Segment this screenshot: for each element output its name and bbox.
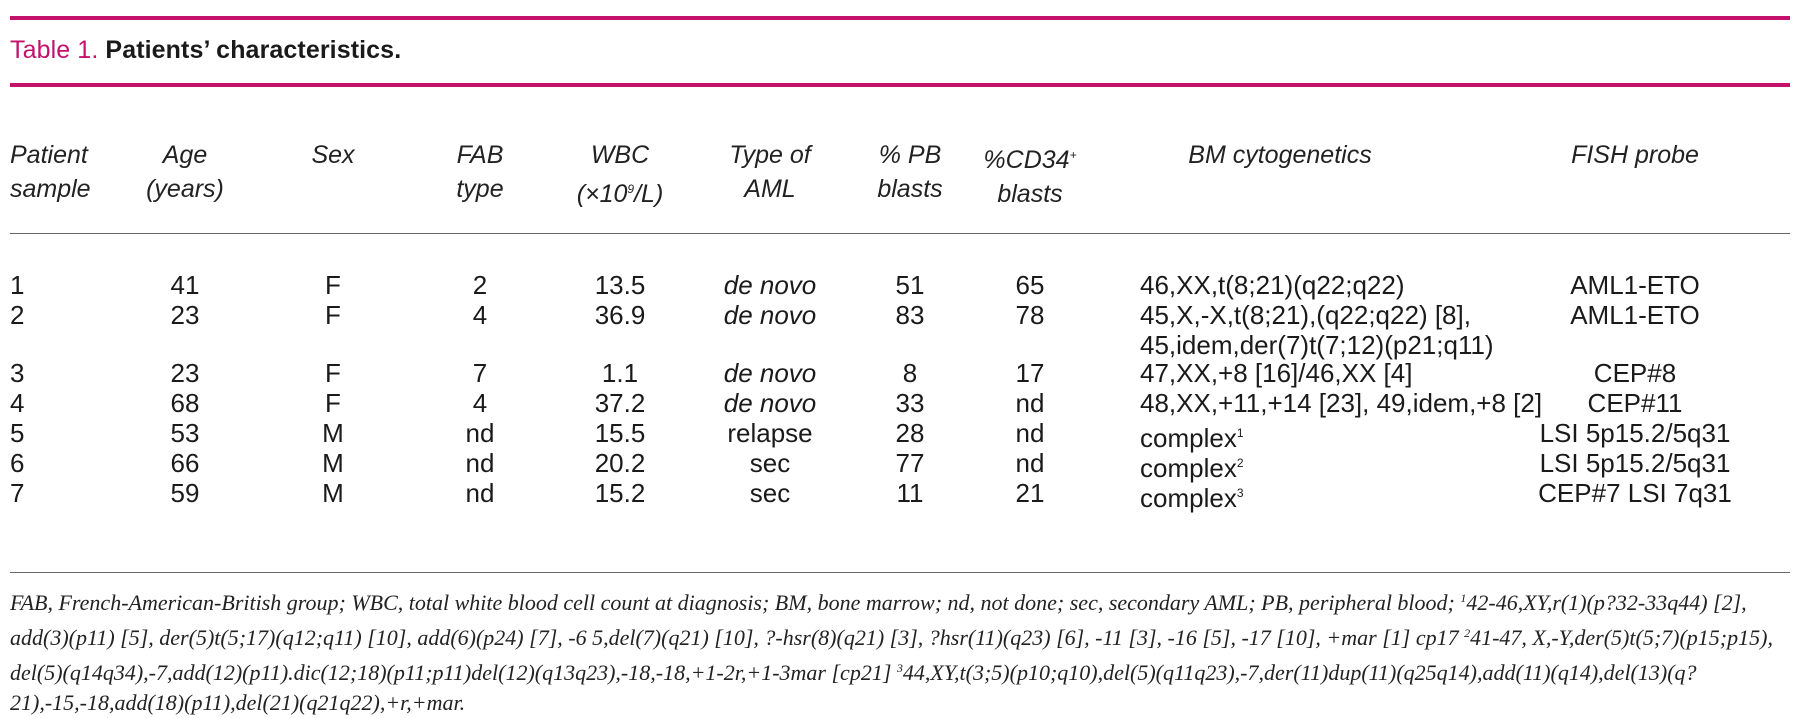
cell-age: 53 [170,418,200,448]
cell-age: 68 [170,388,200,418]
cell-patient: 1 [10,270,25,300]
cell-cd34: nd [1015,448,1045,478]
cell-sex: M [322,448,344,478]
cell-cd34: 65 [1015,270,1045,300]
cell-bm-cytogenetics: complex1 [1140,423,1244,453]
cell-patient: 7 [10,478,25,508]
cell-wbc: 36.9 [594,300,646,330]
cell-bm-cytogenetics: 45,X,-X,t(8;21),(q22;q22) [8], [1140,300,1471,330]
cell-age: 66 [170,448,200,478]
table-label: Table 1. [10,36,99,64]
title-rule [10,83,1790,87]
header-fish-probe: FISH probe [1571,141,1699,169]
header-cd34-blasts: %CD34+ blasts [983,146,1077,208]
table-row: 3 23 F 7 1.1 de novo 8 17 47,XX,+8 [16]/46,XX [4… [0,356,1800,390]
cell-bm-cytogenetics: 45,idem,der(7)t(7;12)(p21;q11) [1140,330,1494,360]
cell-pb: 33 [895,388,925,418]
cell-fish: CEP#8 [1593,358,1677,388]
cell-patient: 2 [10,300,25,330]
cell-pb: 83 [895,300,925,330]
header-patient-sample: Patient sample [10,141,91,203]
cell-fab: 2 [472,270,488,300]
cell-type: de novo [723,300,817,330]
cell-bm-cytogenetics: complex3 [1140,483,1244,513]
cell-type: de novo [723,270,817,300]
cell-wbc: 37.2 [594,388,646,418]
cell-bm-cytogenetics: complex2 [1140,453,1244,483]
cell-patient: 5 [10,418,25,448]
top-rule [10,16,1790,20]
cell-sex: M [322,478,344,508]
cell-wbc: 15.5 [594,418,646,448]
cell-sex: F [325,388,341,418]
table-caption: Patients’ characteristics. [105,36,402,64]
cell-bm-cytogenetics: 47,XX,+8 [16]/46,XX [4] [1140,358,1413,388]
cell-sex: F [325,358,341,388]
cell-bm-cytogenetics: 46,XX,t(8;21)(q22;q22) [1140,270,1405,300]
cell-fab: nd [465,478,495,508]
table-row: 4 68 F 4 37.2 de novo 33 nd 48,XX,+11,+14 [23], … [0,386,1800,420]
header-bm-cytogenetics: BM cytogenetics [1188,141,1372,169]
cell-type: sec [749,448,791,478]
cell-fab: 4 [472,300,488,330]
header-age: Age (years) [146,141,224,203]
cell-fish: LSI 5p15.2/5q31 [1539,448,1731,478]
cell-fish: AML1-ETO [1570,270,1700,300]
header-pb-blasts: % PB blasts [877,141,943,203]
cell-wbc: 1.1 [601,358,639,388]
cell-age: 23 [170,300,200,330]
cell-pb: 8 [902,358,918,388]
cell-patient: 4 [10,388,25,418]
cell-age: 59 [170,478,200,508]
cell-sex: M [322,418,344,448]
cell-fab: 4 [472,388,488,418]
cell-cd34: 78 [1015,300,1045,330]
cell-fab: nd [465,448,495,478]
cell-fish: CEP#7 LSI 7q31 [1538,478,1732,508]
cell-wbc: 13.5 [594,270,646,300]
table-row: 1 41 F 2 13.5 de novo 51 65 46,XX,t(8;21)(q22;q2… [0,268,1800,302]
cell-type: relapse [727,418,813,448]
cell-fish: LSI 5p15.2/5q31 [1539,418,1731,448]
cell-age: 23 [170,358,200,388]
cell-type: sec [749,478,791,508]
cell-patient: 6 [10,448,25,478]
cell-pb: 77 [895,448,925,478]
cell-fish: CEP#11 [1587,388,1683,418]
cell-wbc: 15.2 [594,478,646,508]
cell-cd34: nd [1015,388,1045,418]
cell-bm-cytogenetics: 48,XX,+11,+14 [23], 49,idem,+8 [2] [1140,388,1543,418]
cell-fab: 7 [472,358,488,388]
cell-pb: 28 [895,418,925,448]
header-sex: Sex [311,141,355,169]
cell-age: 41 [170,270,200,300]
table-title: Table 1. Patients’ characteristics. [10,36,401,65]
cell-wbc: 20.2 [594,448,646,478]
header-type-of-aml: Type of AML [729,141,811,203]
cell-patient: 3 [10,358,25,388]
cell-sex: F [325,270,341,300]
cell-fish: AML1-ETO [1570,300,1700,330]
cell-pb: 11 [896,478,924,508]
table-row: 2 23 F 4 36.9 de novo 83 78 45,X,-X,t(8;21),(q22… [0,298,1800,360]
cell-sex: F [325,300,341,330]
header-wbc: WBC (×109/L) [576,141,664,208]
cell-cd34: 17 [1015,358,1045,388]
cell-type: de novo [723,388,817,418]
cell-cd34: 21 [1015,478,1045,508]
footnote-rule [10,572,1790,573]
cell-cd34: nd [1015,418,1045,448]
header-rule [10,233,1790,234]
table-footnote: FAB, French-American-British group; WBC,… [10,590,1773,715]
header-fab-type: FAB type [456,141,504,203]
cell-fab: nd [465,418,495,448]
cell-type: de novo [723,358,817,388]
cell-pb: 51 [895,270,925,300]
